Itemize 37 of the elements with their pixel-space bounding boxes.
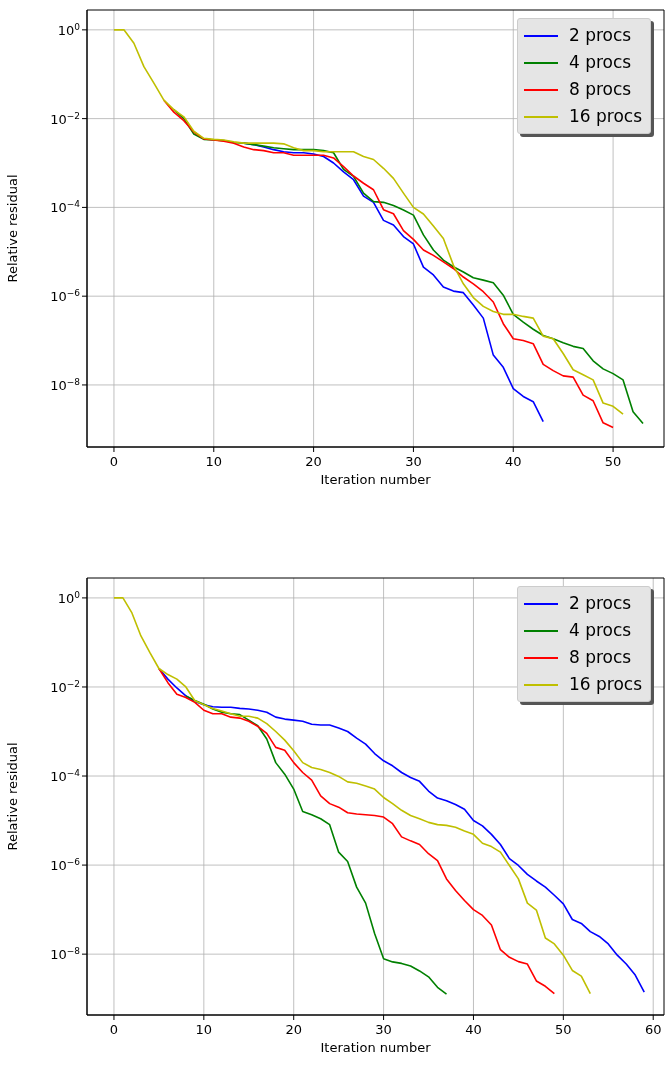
y-tick-label: 10$^{0}$: [57, 21, 81, 38]
y-tick-label: 10$^{−8}$: [50, 376, 81, 393]
y-tick-label: 10$^{0}$: [57, 589, 81, 606]
legend-label: 16 procs: [568, 105, 642, 128]
legend-label: 4 procs: [568, 51, 632, 74]
y-tick-label: 10$^{−2}$: [50, 110, 80, 127]
x-tick-label: 60: [644, 1022, 662, 1037]
x-tick-label: 0: [109, 454, 119, 469]
x-tick-label: 40: [465, 1022, 482, 1037]
legend-label: 8 procs: [568, 78, 632, 101]
y-axis-title: Relative residual: [4, 174, 20, 283]
x-tick-label: 20: [305, 454, 322, 469]
legend-label: 2 procs: [568, 24, 632, 47]
legend-label: 8 procs: [568, 646, 632, 669]
legend-label: 16 procs: [568, 673, 642, 696]
x-tick-label: 20: [285, 1022, 302, 1037]
x-tick-label: 30: [375, 1022, 392, 1037]
x-tick-label: 30: [405, 454, 422, 469]
line-series: [185, 695, 448, 996]
legend-label: 4 procs: [568, 619, 632, 642]
y-tick-label: 10$^{−6}$: [50, 857, 81, 874]
x-tick-label: 50: [555, 1022, 572, 1037]
x-axis-title: Iteration number: [320, 1040, 432, 1056]
x-tick-label: 50: [604, 454, 622, 469]
x-tick-label: 10: [205, 454, 223, 469]
x-tick-label: 10: [195, 1022, 213, 1037]
x-tick-label: 40: [504, 454, 522, 469]
y-tick-label: 10$^{−8}$: [50, 946, 81, 963]
y-tick-label: 10$^{−2}$: [50, 678, 80, 695]
y-tick-label: 10$^{−4}$: [50, 199, 81, 216]
y-axis-title: Relative residual: [4, 742, 20, 851]
line-series: [158, 667, 556, 995]
x-tick-label: 0: [109, 1022, 119, 1037]
y-tick-label: 10$^{−4}$: [50, 768, 81, 785]
x-axis-title: Iteration number: [320, 472, 432, 488]
legend-label: 2 procs: [568, 592, 632, 615]
y-tick-label: 10$^{−6}$: [50, 288, 81, 305]
